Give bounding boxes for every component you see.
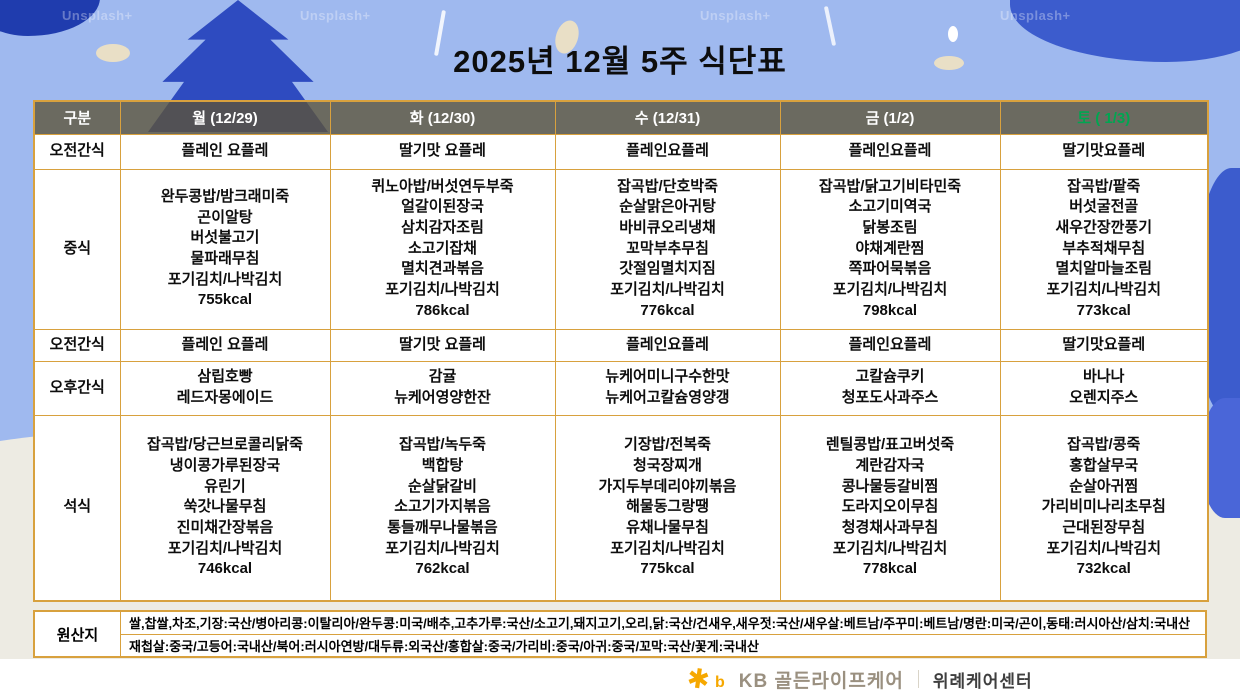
footer-divider xyxy=(917,670,919,688)
row-label: 석식 xyxy=(33,414,121,602)
col-header-wednesday: 수 (12/31) xyxy=(554,100,781,135)
row-dinner: 석식 잡곡밥/당근브로콜리닭죽 냉이콩가루된장국 유린기 쑥갓나물무침 진미채간… xyxy=(33,414,1209,602)
col-header-category: 구분 xyxy=(33,100,121,135)
stock-watermark: Unsplash+ xyxy=(62,8,133,23)
page-title: 2025년 12월 5주 식단표 xyxy=(453,44,787,79)
cell-pm-snack-fri: 고칼슘쿠키 청포도사과주스 xyxy=(779,360,1001,416)
origin-label: 원산지 xyxy=(35,612,121,656)
stock-watermark: Unsplash+ xyxy=(300,8,371,23)
cell-lunch-mon: 완두콩밥/밤크래미죽 곤이알탕 버섯불고기 물파래무침 포기김치/나박김치 75… xyxy=(119,168,331,330)
cell-am-snack1-sat: 딸기맛요플레 xyxy=(999,133,1209,170)
care-center-name: 위례케어센터 xyxy=(932,671,1033,691)
paint-spot xyxy=(96,44,130,62)
col-header-tuesday: 화 (12/30) xyxy=(329,100,556,135)
row-label: 중식 xyxy=(33,168,121,330)
cell-lunch-fri: 잡곡밥/닭고기비타민죽 소고기미역국 닭봉조림 야채계란찜 쪽파어묵볶음 포기김… xyxy=(779,168,1001,330)
origin-line-2: 재첩살:중국/고등어:국내산/북어:러시아연방/대두류:외국산/홍합살:중국/가… xyxy=(129,638,759,654)
cell-lunch-tue: 퀴노아밥/버섯연두부죽 얼갈이된장국 삼치감자조림 소고기잡채 멸치견과볶음 포… xyxy=(329,168,556,330)
cell-am-snack2-tue: 딸기맛 요플레 xyxy=(329,328,556,362)
kb-star-icon: ✱ xyxy=(685,662,713,695)
paint-spot xyxy=(934,56,964,70)
row-label: 오전간식 xyxy=(33,328,121,362)
cell-pm-snack-mon: 삼립호빵 레드자몽에이드 xyxy=(119,360,331,416)
cell-dinner-wed: 기장밥/전복죽 청국장찌개 가지두부데리야끼볶음 해물동그랑땡 유채나물무침 포… xyxy=(554,414,781,602)
meal-table: 구분 월 (12/29) 화 (12/30) 수 (12/31) 금 (1/2)… xyxy=(33,100,1209,602)
cell-am-snack2-sat: 딸기맛요플레 xyxy=(999,328,1209,362)
cell-dinner-mon: 잡곡밥/당근브로콜리닭죽 냉이콩가루된장국 유린기 쑥갓나물무침 진미채간장볶음… xyxy=(119,414,331,602)
brand-name: KB 골든라이프케어 xyxy=(738,670,904,692)
brand-block: ✱ b KB 골든라이프케어 위례케어센터 xyxy=(685,662,1033,695)
cell-lunch-sat: 잡곡밥/팥죽 버섯굴전골 새우간장깐풍기 부추적채무침 멸치알마늘조림 포기김치… xyxy=(999,168,1209,330)
stock-watermark: Unsplash+ xyxy=(1000,8,1071,23)
row-label: 오전간식 xyxy=(33,133,121,170)
cell-am-snack1-wed: 플레인요플레 xyxy=(554,133,781,170)
row-afternoon-snack: 오후간식 삼립호빵 레드자몽에이드 감귤 뉴케어영양한잔 뉴케어미니구수한맛 뉴… xyxy=(33,360,1209,416)
row-lunch: 중식 완두콩밥/밤크래미죽 곤이알탕 버섯불고기 물파래무침 포기김치/나박김치… xyxy=(33,168,1209,330)
row-label: 오후간식 xyxy=(33,360,121,416)
snow-dot xyxy=(948,26,958,42)
cell-pm-snack-tue: 감귤 뉴케어영양한잔 xyxy=(329,360,556,416)
col-header-friday: 금 (1/2) xyxy=(779,100,1001,135)
cell-dinner-fri: 렌틸콩밥/표고버섯죽 계란감자국 콩나물등갈비찜 도라지오이무침 청경채사과무침… xyxy=(779,414,1001,602)
cell-am-snack1-fri: 플레인요플레 xyxy=(779,133,1001,170)
cell-am-snack2-fri: 플레인요플레 xyxy=(779,328,1001,362)
kb-logo-b: b xyxy=(714,674,725,691)
col-header-saturday: 토 ( 1/3) xyxy=(999,100,1209,135)
cell-am-snack2-mon: 플레인 요플레 xyxy=(119,328,331,362)
cell-am-snack1-mon: 플레인 요플레 xyxy=(119,133,331,170)
origin-lines: 쌀,찹쌀,차조,기장:국산/병아리콩:이탈리아/완두콩:미국/배추,고추가루:국… xyxy=(121,612,1205,656)
cell-am-snack2-wed: 플레인요플레 xyxy=(554,328,781,362)
table-header-row: 구분 월 (12/29) 화 (12/30) 수 (12/31) 금 (1/2)… xyxy=(33,100,1209,135)
origin-line-1: 쌀,찹쌀,차조,기장:국산/병아리콩:이탈리아/완두콩:미국/배추,고추가루:국… xyxy=(121,612,1205,635)
cell-pm-snack-wed: 뉴케어미니구수한맛 뉴케어고칼슘영양갱 xyxy=(554,360,781,416)
col-header-monday: 월 (12/29) xyxy=(119,100,331,135)
row-morning-snack-1: 오전간식 플레인 요플레 딸기맛 요플레 플레인요플레 플레인요플레 딸기맛요플… xyxy=(33,133,1209,170)
cell-pm-snack-sat: 바나나 오렌지주스 xyxy=(999,360,1209,416)
footer: ✱ b KB 골든라이프케어 위례케어센터 xyxy=(0,659,1240,699)
cell-am-snack1-tue: 딸기맛 요플레 xyxy=(329,133,556,170)
origin-section: 원산지 쌀,찹쌀,차조,기장:국산/병아리콩:이탈리아/완두콩:미국/배추,고추… xyxy=(33,610,1207,658)
row-morning-snack-2: 오전간식 플레인 요플레 딸기맛 요플레 플레인요플레 플레인요플레 딸기맛요플… xyxy=(33,328,1209,362)
stock-watermark: Unsplash+ xyxy=(700,8,771,23)
cell-dinner-tue: 잡곡밥/녹두죽 백합탕 순살닭갈비 소고기가지볶음 통들깨무나물볶음 포기김치/… xyxy=(329,414,556,602)
cell-lunch-wed: 잡곡밥/단호박죽 순살맑은아귀탕 바비큐오리냉채 꼬막부추무침 갓절임멸치지짐 … xyxy=(554,168,781,330)
cell-dinner-sat: 잡곡밥/콩죽 홍합살무국 순살아귀찜 가리비미나리초무침 근대된장무침 포기김치… xyxy=(999,414,1209,602)
